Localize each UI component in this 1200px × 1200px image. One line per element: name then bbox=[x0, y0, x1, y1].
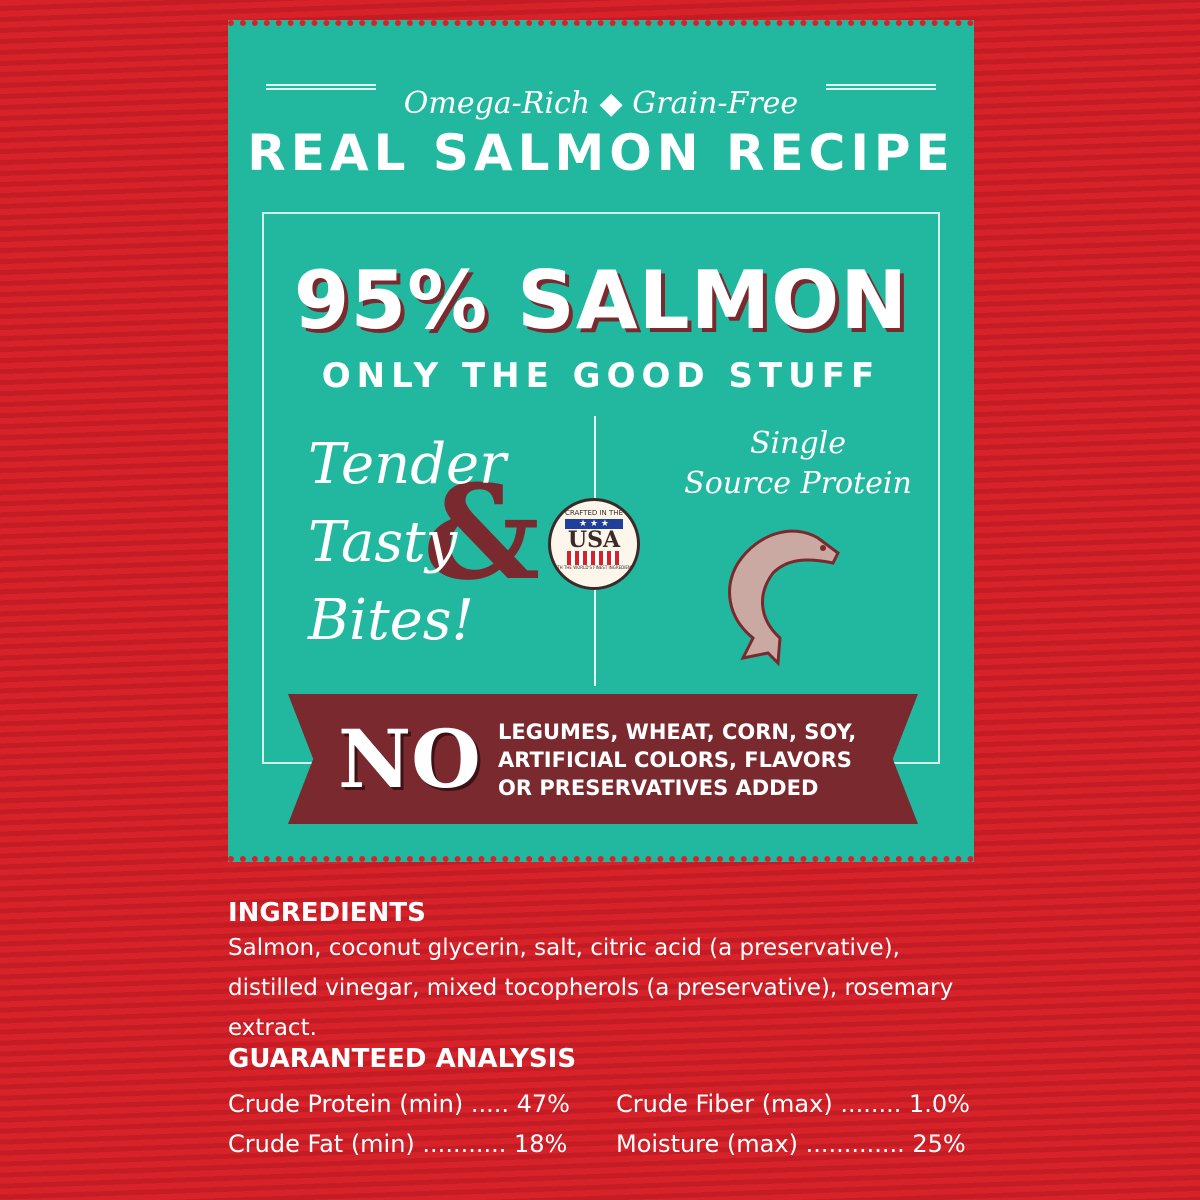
no-label: NO bbox=[338, 712, 481, 806]
analysis-item: Crude Fat (min) ........... 18% bbox=[228, 1130, 568, 1158]
no-line: LEGUMES, WHEAT, CORN, SOY, bbox=[498, 720, 857, 744]
stripes-icon bbox=[567, 551, 621, 565]
tagline-omega: Omega-Rich bbox=[403, 86, 591, 121]
analysis-item: Moisture (max) ............. 25% bbox=[616, 1130, 966, 1158]
tagline: Omega-Rich ◆ Grain-Free bbox=[228, 86, 974, 121]
no-line: OR PRESERVATIVES ADDED bbox=[498, 776, 819, 800]
product-panel: Omega-Rich ◆ Grain-Free REAL SALMON RECI… bbox=[228, 20, 974, 862]
no-line: ARTIFICIAL COLORS, FLAVORS bbox=[498, 748, 852, 772]
divider bbox=[266, 84, 376, 90]
ingredients-heading: INGREDIENTS bbox=[228, 898, 426, 928]
no-additives-banner: NO LEGUMES, WHEAT, CORN, SOY, ARTIFICIAL… bbox=[288, 694, 918, 824]
recipe-title: REAL SALMON RECIPE bbox=[247, 124, 955, 182]
crafted-in-usa-badge: CRAFTED IN THE ★ ★ ★ USA WITH THE WORLD'… bbox=[548, 498, 640, 590]
badge-usa: USA bbox=[567, 527, 621, 553]
no-additives-list: LEGUMES, WHEAT, CORN, SOY, ARTIFICIAL CO… bbox=[498, 718, 856, 802]
subhead: ONLY THE GOOD STUFF bbox=[321, 356, 881, 396]
analysis-heading: GUARANTEED ANALYSIS bbox=[228, 1044, 577, 1074]
analysis-item: Crude Protein (min) ..... 47% bbox=[228, 1090, 570, 1118]
badge-bottom-text: WITH THE WORLD'S FINEST INGREDIENTS bbox=[552, 565, 636, 570]
diamond-icon: ◆ bbox=[599, 86, 623, 121]
tagline-grain-free: Grain-Free bbox=[632, 86, 799, 121]
single-line: Source Protein bbox=[684, 466, 912, 501]
salmon-icon bbox=[728, 529, 840, 667]
ingredients-text: Salmon, coconut glycerin, salt, citric a… bbox=[228, 935, 954, 1041]
headline: 95% SALMON bbox=[293, 254, 909, 347]
stars-icon: ★ ★ ★ bbox=[565, 519, 623, 529]
ingredients-section: INGREDIENTS Salmon, coconut glycerin, sa… bbox=[228, 898, 988, 1048]
tender-line: Tender bbox=[308, 432, 506, 497]
analysis-item: Crude Fiber (max) ........ 1.0% bbox=[616, 1090, 970, 1118]
single-source-protein: Single Source Protein bbox=[648, 424, 948, 504]
tender-tasty-bites: Tender Tasty Bites! bbox=[308, 426, 506, 660]
divider bbox=[826, 84, 936, 90]
badge-top-text: CRAFTED IN THE bbox=[565, 509, 623, 517]
tender-line: Bites! bbox=[308, 588, 474, 653]
single-line: Single bbox=[749, 426, 847, 461]
tender-line: Tasty bbox=[308, 510, 458, 575]
